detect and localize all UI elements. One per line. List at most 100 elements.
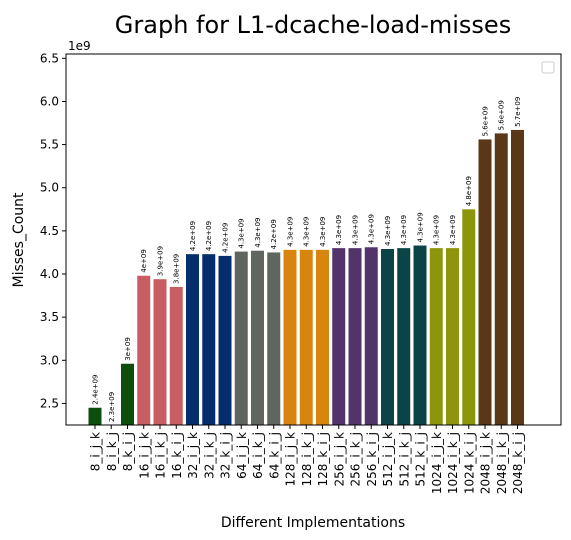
y-axis-multiplier: 1e9	[68, 39, 91, 53]
data-label-1024_k_i_j: 4.8e+09	[465, 176, 473, 206]
x-tick-label-16_i_k_j: 16_i_k_j	[154, 432, 168, 479]
bar-8_k_i_j	[121, 363, 134, 425]
x-tick-label-512_i_k_j: 512_i_k_j	[397, 432, 411, 487]
x-tick-label-2048_i_k_j: 2048_i_k_j	[495, 432, 509, 494]
bar-64_k_i_j	[267, 252, 281, 425]
bar-256_k_i_j	[364, 247, 378, 425]
data-label-256_i_j_k: 4.3e+09	[335, 215, 343, 245]
bar-1024_i_k_j	[446, 248, 459, 425]
y-tick-label-5.0: 5.0	[40, 181, 59, 195]
data-label-2048_i_k_j: 5.6e+09	[498, 100, 506, 130]
y-tick-label-5.5: 5.5	[40, 138, 59, 152]
bar-1024_k_i_j	[462, 209, 476, 425]
x-tick-label-32_i_j_k: 32_i_j_k	[186, 432, 200, 479]
x-tick-label-64_i_j_k: 64_i_j_k	[235, 432, 249, 479]
bar-256_i_j_k	[332, 248, 346, 425]
bar-128_k_i_j	[316, 249, 329, 425]
x-tick-label-8_i_j_k: 8_i_j_k	[89, 432, 103, 471]
data-label-512_i_k_j: 4.3e+09	[400, 215, 408, 245]
x-tick-label-8_k_i_j: 8_k_i_j	[121, 432, 135, 471]
y-tick-label-2.5: 2.5	[40, 396, 59, 410]
x-axis-label: Different Implementations	[221, 515, 405, 531]
x-tick-label-1024_i_j_k: 1024_i_j_k	[430, 432, 444, 494]
bar-64_i_j_k	[234, 251, 248, 425]
x-tick-label-256_i_k_j: 256_i_k_j	[349, 432, 363, 487]
bar-2048_k_i_j	[511, 129, 524, 425]
x-tick-label-512_k_i_j: 512_k_i_j	[414, 432, 428, 487]
data-label-256_i_k_j: 4.3e+09	[352, 215, 360, 245]
data-label-128_i_j_k: 4.3e+09	[287, 217, 295, 247]
x-tick-label-1024_k_i_j: 1024_k_i_j	[462, 432, 476, 494]
y-tick-label-4.0: 4.0	[40, 267, 59, 281]
bar-128_i_k_j	[299, 249, 313, 425]
data-label-16_i_j_k: 4e+09	[140, 249, 148, 273]
x-tick-label-1024_i_k_j: 1024_i_k_j	[446, 432, 460, 494]
bar-512_i_k_j	[397, 248, 411, 425]
data-label-16_k_i_j: 3.8e+09	[173, 254, 181, 284]
data-label-64_i_j_k: 4.3e+09	[238, 218, 246, 248]
y-tick-label-4.5: 4.5	[40, 224, 59, 238]
data-label-2048_k_i_j: 5.7e+09	[514, 97, 522, 127]
data-label-32_k_i_j: 4.2e+09	[222, 223, 230, 253]
x-tick-label-8_i_k_j: 8_i_k_j	[105, 432, 119, 471]
bar-32_i_j_k	[186, 254, 199, 425]
bar-2048_i_j_k	[478, 139, 492, 426]
bar-512_k_i_j	[413, 245, 427, 425]
x-tick-label-256_i_j_k: 256_i_j_k	[332, 432, 346, 487]
data-label-32_i_k_j: 4.2e+09	[205, 221, 213, 251]
y-axis-label: Misses_Count	[11, 192, 27, 288]
data-label-512_k_i_j: 4.3e+09	[417, 212, 425, 242]
x-tick-label-32_k_i_j: 32_k_i_j	[219, 432, 233, 479]
bar-32_k_i_j	[218, 255, 232, 425]
bar-16_i_k_j	[153, 279, 167, 425]
bar-256_i_k_j	[348, 248, 362, 425]
data-label-1024_i_j_k: 4.3e+09	[433, 215, 441, 245]
data-label-512_i_j_k: 4.3e+09	[384, 216, 392, 246]
x-tick-label-512_i_j_k: 512_i_j_k	[381, 432, 395, 487]
x-tick-label-128_i_j_k: 128_i_j_k	[284, 432, 298, 487]
x-tick-label-32_i_k_j: 32_i_k_j	[202, 432, 216, 479]
y-tick-label-6.0: 6.0	[40, 94, 59, 108]
bar-8_i_j_k	[88, 407, 102, 425]
data-label-2048_i_j_k: 5.6e+09	[482, 106, 490, 136]
bar-32_i_k_j	[202, 254, 216, 425]
bar-16_i_j_k	[137, 275, 151, 425]
data-label-128_i_k_j: 4.3e+09	[303, 217, 311, 247]
bar-1024_i_j_k	[429, 248, 443, 425]
bar-64_i_k_j	[251, 250, 264, 425]
data-label-8_i_k_j: 2.3e+09	[108, 392, 116, 422]
bar-16_k_i_j	[169, 286, 183, 425]
x-tick-label-64_i_k_j: 64_i_k_j	[251, 432, 265, 479]
x-tick-label-2048_k_i_j: 2048_k_i_j	[511, 432, 525, 494]
x-tick-label-16_k_i_j: 16_k_i_j	[170, 432, 184, 479]
data-label-32_i_j_k: 4.2e+09	[189, 221, 197, 251]
bar-2048_i_k_j	[494, 133, 508, 425]
x-tick-label-128_k_i_j: 128_k_i_j	[316, 432, 330, 487]
y-axis: 2.5 3.0 3.5 4.0 4.5 5.0 5.5 6.0 6.5	[40, 51, 66, 410]
x-tick-label-64_k_i_j: 64_k_i_j	[267, 432, 281, 479]
data-label-8_k_i_j: 3e+09	[124, 337, 132, 361]
bars-group	[88, 129, 524, 426]
plot-frame	[65, 53, 562, 426]
data-label-16_i_k_j: 3.9e+09	[157, 246, 165, 276]
x-tick-label-256_k_i_j: 256_k_i_j	[365, 432, 379, 487]
data-label-64_k_i_j: 4.2e+09	[270, 219, 278, 249]
data-label-64_i_k_j: 4.3e+09	[254, 218, 262, 248]
x-tick-label-16_i_j_k: 16_i_j_k	[137, 432, 151, 479]
legend-box	[541, 61, 555, 74]
bar-128_i_j_k	[283, 249, 297, 425]
data-label-128_k_i_j: 4.3e+09	[319, 217, 327, 247]
x-tick-label-128_i_k_j: 128_i_k_j	[300, 432, 314, 487]
x-tick-label-2048_i_j_k: 2048_i_j_k	[479, 432, 493, 494]
y-tick-label-3.0: 3.0	[40, 353, 59, 367]
x-axis: 8_i_j_k 8_i_k_j 8_k_i_j 16_i_j_k 16_i_k_j 16_…	[89, 425, 525, 494]
y-tick-label-6.5: 6.5	[40, 51, 59, 65]
data-labels-group: 2.4e+09 2.3e+09 3e+09 4e+09 3.9e+09 3.8e+09 4.…	[92, 97, 523, 422]
bar-512_i_j_k	[381, 248, 394, 425]
chart-title: Graph for L1-dcache-load-misses	[115, 11, 511, 39]
data-label-8_i_j_k: 2.4e+09	[92, 375, 100, 405]
data-label-1024_i_k_j: 4.3e+09	[449, 215, 457, 245]
data-label-256_k_i_j: 4.3e+09	[368, 214, 376, 244]
y-tick-label-3.5: 3.5	[40, 310, 59, 324]
